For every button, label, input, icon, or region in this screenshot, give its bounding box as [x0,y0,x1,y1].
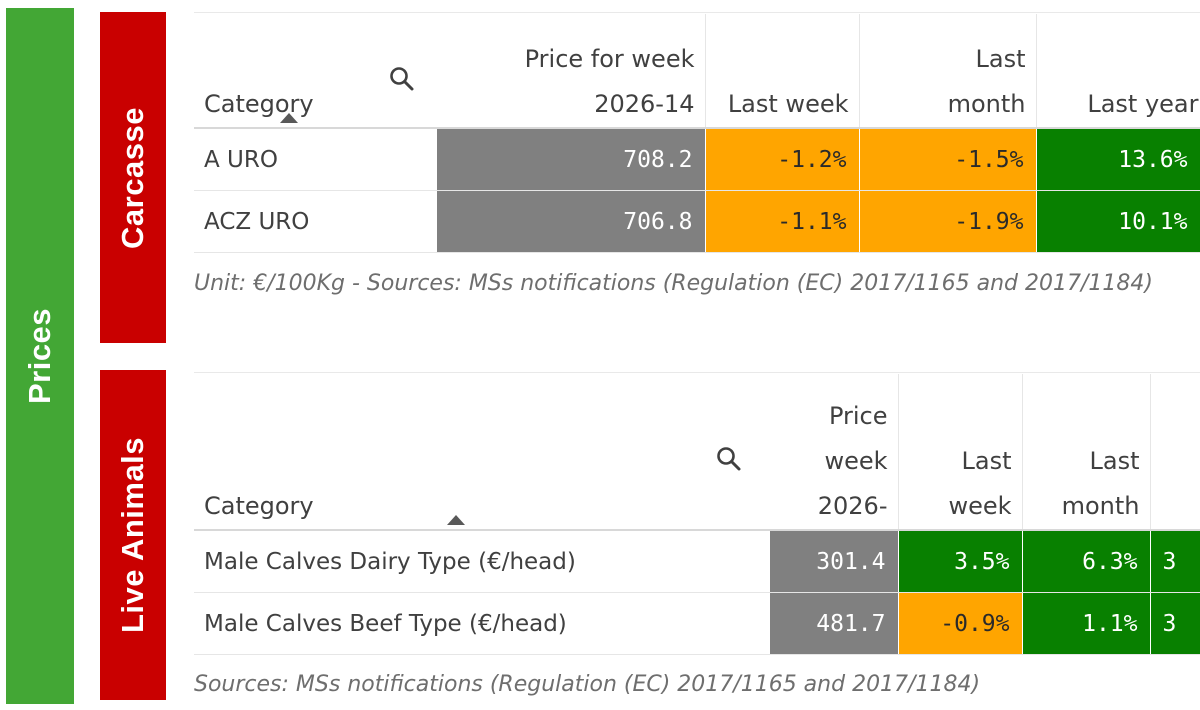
last-month-cell: 6.3% [1022,530,1151,593]
carcasse-source-note: Unit: €/100Kg - Sources: MSs notificatio… [194,271,1153,296]
last-week-cell: -0.9% [898,592,1023,655]
carcasse-header-last-year[interactable]: Last year [1036,14,1200,129]
live-header-category[interactable]: Category [194,374,770,531]
category-cell: Male Calves Beef Type (€/head) [194,592,770,655]
prices-sidebar: Prices [6,8,74,704]
live-table-top-border [194,372,1200,373]
category-cell: A URO [194,128,437,191]
sort-ascending-icon[interactable] [280,113,298,123]
last-year-cell: 3 [1150,530,1200,593]
carcasse-header-last-week[interactable]: Last week [705,14,860,129]
live-header-last-month[interactable]: Last month [1022,374,1151,531]
live-header-last-week[interactable]: Last week [898,374,1023,531]
table-row[interactable]: Male Calves Beef Type (€/head) 481.7 -0.… [194,592,1200,655]
live-animals-table: Category Price week 2026- Last week Last… [194,374,1200,655]
price-cell: 301.4 [770,530,899,593]
carcasse-section-bar: Carcasse [100,12,166,343]
live-header-price[interactable]: Price week 2026- [770,374,899,531]
carcasse-header-last-month[interactable]: Last month [859,14,1037,129]
carcasse-header-price[interactable]: Price for week 2026-14 [437,14,706,129]
table-row[interactable]: ACZ URO 706.8 -1.1% -1.9% 10.1% [194,190,1200,253]
last-year-cell: 13.6% [1036,128,1200,191]
carcasse-table: Category Price for week 2026-14 Last wee… [194,14,1200,253]
carcasse-table-container: Category Price for week 2026-14 Last wee… [194,14,1200,253]
carcasse-header-last-year-label: Last year [1087,90,1199,118]
live-animals-label: Live Animals [115,436,150,634]
last-week-cell: 3.5% [898,530,1023,593]
table-row[interactable]: A URO 708.2 -1.2% -1.5% 13.6% [194,128,1200,191]
carcasse-header-last-month-label: Last month [947,45,1026,118]
live-header-category-label: Category [204,492,314,520]
live-table-container: Category Price week 2026- Last week Last… [194,374,1200,655]
carcasse-header-last-week-label: Last week [727,90,849,118]
live-header-last-year[interactable] [1150,374,1200,531]
carcasse-table-top-border [194,12,1200,13]
category-cell: Male Calves Dairy Type (€/head) [194,530,770,593]
live-header-last-month-label: Last month [1061,447,1140,520]
prices-label: Prices [22,307,58,405]
last-year-cell: 3 [1150,592,1200,655]
live-header-last-week-label: Last week [948,447,1012,520]
last-month-cell: 1.1% [1022,592,1151,655]
live-animals-section-bar: Live Animals [100,370,166,700]
category-cell: ACZ URO [194,190,437,253]
price-cell: 481.7 [770,592,899,655]
carcasse-header-category[interactable]: Category [194,14,437,129]
live-header-price-label: Price week 2026- [817,402,888,520]
last-week-cell: -1.2% [705,128,860,191]
last-month-cell: -1.5% [859,128,1037,191]
sort-ascending-icon[interactable] [447,515,465,525]
search-icon[interactable] [389,62,415,107]
price-cell: 706.8 [437,190,706,253]
carcasse-label: Carcasse [115,106,150,249]
carcasse-header-price-label: Price for week 2026-14 [524,45,695,118]
search-icon[interactable] [716,442,742,487]
live-source-note: Sources: MSs notifications (Regulation (… [194,672,981,697]
last-year-cell: 10.1% [1036,190,1200,253]
price-cell: 708.2 [437,128,706,191]
table-row[interactable]: Male Calves Dairy Type (€/head) 301.4 3.… [194,530,1200,593]
last-month-cell: -1.9% [859,190,1037,253]
last-week-cell: -1.1% [705,190,860,253]
